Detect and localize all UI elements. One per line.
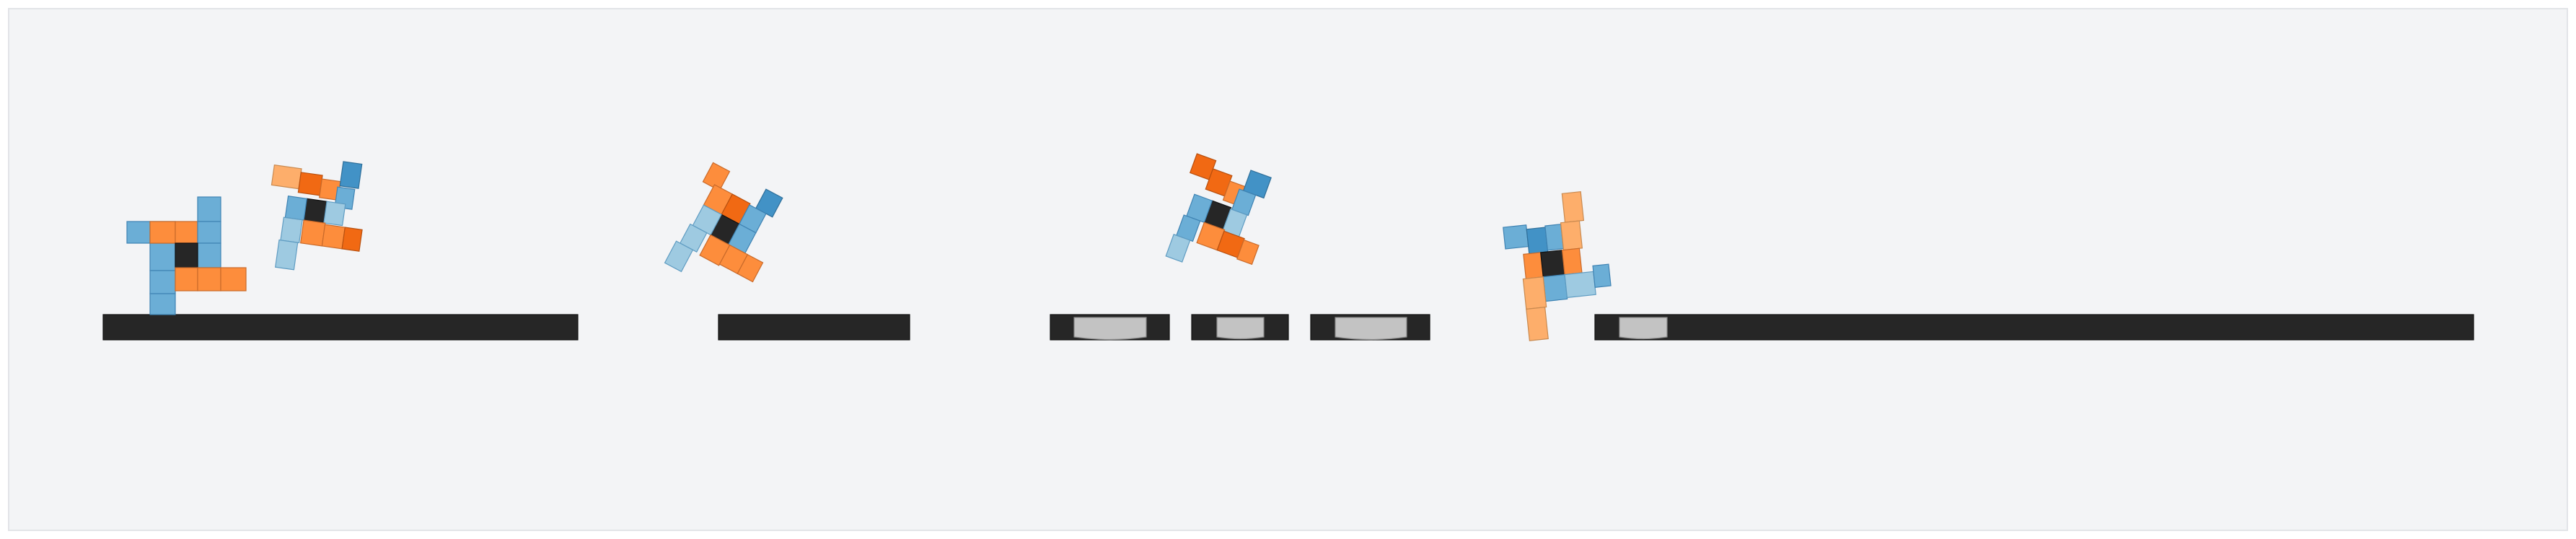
robot-pose-5 <box>1503 190 1612 341</box>
robot-core <box>303 198 328 224</box>
robot-limb <box>339 161 363 189</box>
ground-segment <box>1594 314 2474 341</box>
robot-limb <box>175 267 198 292</box>
robot-limb <box>341 227 363 252</box>
robot-limb <box>737 253 764 283</box>
stepping-stones <box>1073 317 1668 341</box>
robot-limb <box>175 221 198 244</box>
robot-limb <box>1526 227 1549 255</box>
robot-pose-3 <box>664 162 783 283</box>
ground-segments <box>102 314 2474 341</box>
robot-limb <box>1526 307 1549 341</box>
robot-limb <box>220 267 247 292</box>
diagram-background <box>8 8 2568 531</box>
robot-limb <box>149 293 176 315</box>
robot-limb <box>1522 276 1547 310</box>
robot-core <box>175 242 198 268</box>
robot-limb <box>149 242 176 271</box>
robot-limb <box>197 221 221 244</box>
robot-limb <box>1564 271 1596 299</box>
robot-limb <box>275 239 299 271</box>
robot-pose-1 <box>126 196 247 315</box>
robot-limb <box>284 196 307 221</box>
robot-limb <box>300 219 326 247</box>
robot-limb <box>664 240 694 273</box>
robot-limb <box>1523 252 1544 279</box>
robot-limb <box>1560 220 1583 251</box>
stepping-stone <box>1216 317 1265 340</box>
robot-pose-4 <box>1165 153 1272 266</box>
stepping-stone <box>1073 317 1147 341</box>
robot-limb <box>1542 273 1568 302</box>
robot-limb <box>323 201 346 227</box>
robot-limb <box>149 270 176 294</box>
robot-limb <box>1503 224 1529 250</box>
robot-limb <box>197 196 221 222</box>
stepping-stone <box>1335 317 1407 341</box>
ground-segment <box>102 314 579 341</box>
robot-limb <box>126 221 151 244</box>
robot-pose-2 <box>271 161 363 271</box>
robot-limb <box>197 242 221 268</box>
robot-core <box>1540 250 1565 278</box>
ground-segment <box>718 314 910 341</box>
robot-limb <box>149 221 176 244</box>
robot-limb <box>1592 263 1612 288</box>
robot-limb <box>1236 239 1260 266</box>
robot-limb <box>1561 190 1585 223</box>
stepping-stone <box>1619 317 1668 340</box>
robot-limb <box>271 164 302 190</box>
robot-limb <box>1561 247 1583 276</box>
robot-limb <box>1165 234 1191 263</box>
robot-limb <box>702 162 731 191</box>
robot-limb <box>197 267 221 292</box>
robot-limb <box>1544 224 1564 251</box>
robot-limb <box>297 172 323 196</box>
robot-limb <box>280 216 303 244</box>
robot-limb <box>321 224 346 250</box>
